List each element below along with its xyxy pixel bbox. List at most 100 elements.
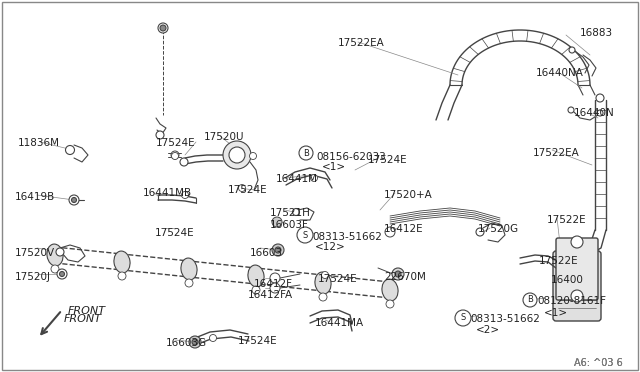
Circle shape [275, 247, 281, 253]
Ellipse shape [382, 279, 398, 301]
Text: FRONT: FRONT [68, 306, 106, 316]
Circle shape [270, 283, 280, 293]
Circle shape [297, 227, 313, 243]
Text: 17520G: 17520G [478, 224, 519, 234]
Circle shape [229, 147, 245, 163]
Text: 17524E: 17524E [318, 274, 358, 284]
Circle shape [272, 217, 282, 227]
Text: 16883: 16883 [580, 28, 613, 38]
Circle shape [395, 271, 401, 277]
Circle shape [385, 227, 395, 237]
Text: 17522E: 17522E [539, 256, 579, 266]
Text: 16412FA: 16412FA [248, 290, 293, 300]
Circle shape [319, 293, 327, 301]
Text: B: B [303, 148, 309, 157]
Text: 16441M: 16441M [276, 174, 318, 184]
Circle shape [569, 47, 575, 53]
Ellipse shape [47, 244, 63, 266]
Circle shape [56, 248, 64, 256]
Circle shape [299, 146, 313, 160]
Text: 17522EA: 17522EA [338, 38, 385, 48]
Text: 17520+A: 17520+A [384, 190, 433, 200]
Text: 17524E: 17524E [368, 155, 408, 165]
Text: 17522E: 17522E [547, 215, 587, 225]
Circle shape [386, 300, 394, 308]
Circle shape [189, 336, 201, 348]
Text: B: B [527, 295, 533, 305]
Text: 17522EA: 17522EA [533, 148, 580, 158]
Text: 08120-8161F: 08120-8161F [537, 296, 606, 306]
Text: 17524E: 17524E [238, 336, 278, 346]
FancyBboxPatch shape [556, 238, 598, 300]
Text: A6: ^03 6: A6: ^03 6 [574, 358, 623, 368]
Circle shape [72, 198, 77, 202]
Ellipse shape [315, 272, 331, 294]
Circle shape [118, 272, 126, 280]
Text: 08156-62033: 08156-62033 [316, 152, 386, 162]
Circle shape [65, 145, 74, 154]
Text: 17524E: 17524E [155, 228, 195, 238]
Circle shape [171, 151, 179, 159]
Circle shape [310, 174, 317, 182]
Text: 17521H: 17521H [270, 208, 311, 218]
Text: 16603: 16603 [250, 248, 283, 258]
Text: 17520U: 17520U [204, 132, 244, 142]
Text: <12>: <12> [315, 242, 346, 252]
Circle shape [69, 195, 79, 205]
Text: 08313-51662: 08313-51662 [312, 232, 382, 242]
Text: 16440NA: 16440NA [536, 68, 584, 78]
Text: A6: ^03 6: A6: ^03 6 [574, 358, 623, 368]
Circle shape [596, 94, 604, 102]
Text: 08313-51662: 08313-51662 [470, 314, 540, 324]
Circle shape [57, 269, 67, 279]
Ellipse shape [248, 265, 264, 287]
Text: 16603G: 16603G [166, 338, 207, 348]
Circle shape [250, 153, 257, 160]
Text: 16400: 16400 [551, 275, 584, 285]
Text: 16441MA: 16441MA [315, 318, 364, 328]
Text: 22670M: 22670M [384, 272, 426, 282]
Circle shape [270, 273, 280, 283]
Text: 16441MB: 16441MB [143, 188, 192, 198]
Circle shape [571, 290, 583, 302]
Text: 17524E: 17524E [156, 138, 196, 148]
Circle shape [172, 153, 179, 160]
Text: 16412E: 16412E [384, 224, 424, 234]
Circle shape [272, 244, 284, 256]
Text: 16603F: 16603F [270, 220, 309, 230]
Circle shape [160, 25, 166, 31]
Circle shape [180, 158, 188, 166]
Circle shape [239, 185, 246, 192]
Circle shape [185, 279, 193, 287]
Text: S: S [460, 314, 466, 323]
Text: 16419B: 16419B [15, 192, 55, 202]
Circle shape [392, 268, 404, 280]
Circle shape [51, 265, 59, 273]
Text: 17520J: 17520J [15, 272, 51, 282]
Circle shape [523, 293, 537, 307]
Text: <2>: <2> [476, 325, 500, 335]
Circle shape [571, 236, 583, 248]
Text: 17524E: 17524E [228, 185, 268, 195]
Circle shape [252, 286, 260, 294]
Circle shape [455, 310, 471, 326]
Text: 16412F: 16412F [254, 279, 293, 289]
Text: FRONT: FRONT [64, 314, 102, 324]
Circle shape [223, 141, 251, 169]
Text: <1>: <1> [322, 162, 346, 172]
Circle shape [156, 131, 164, 139]
Text: 17520V: 17520V [15, 248, 55, 258]
Circle shape [476, 228, 484, 236]
Circle shape [192, 339, 198, 345]
Text: 11836M: 11836M [18, 138, 60, 148]
Circle shape [321, 272, 328, 279]
Ellipse shape [181, 258, 197, 280]
Ellipse shape [114, 251, 130, 273]
FancyBboxPatch shape [553, 251, 601, 321]
Circle shape [182, 192, 189, 199]
Circle shape [209, 334, 216, 341]
Circle shape [158, 23, 168, 33]
Circle shape [597, 110, 603, 116]
Circle shape [60, 272, 65, 276]
Text: 16440N: 16440N [574, 108, 615, 118]
